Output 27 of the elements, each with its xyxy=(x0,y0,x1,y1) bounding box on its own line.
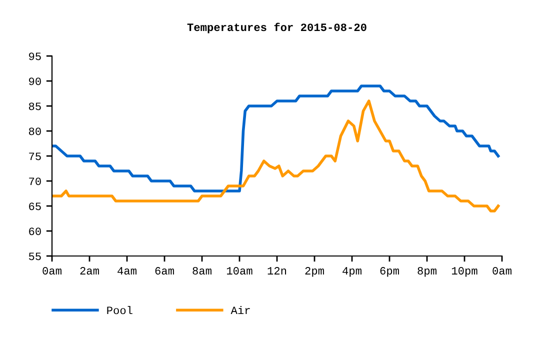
line-series xyxy=(52,100,500,212)
y-tick-label: 55 xyxy=(28,252,41,260)
x-tick-label: 6am xyxy=(155,267,174,275)
legend-label: Air xyxy=(230,306,250,314)
y-tick-label: 95 xyxy=(29,52,41,60)
x-tick-label: 4am xyxy=(118,267,136,275)
x-tick-label: 4pm xyxy=(342,267,362,277)
legend-label: Pool xyxy=(107,306,132,314)
y-tick-label: 70 xyxy=(29,178,41,186)
y-tick-label: 65 xyxy=(29,202,41,210)
x-tick-label: 0am xyxy=(42,267,62,275)
x-tick-label: 2pm xyxy=(305,267,324,277)
y-tick-label: 90 xyxy=(29,78,41,86)
x-tick-label: 8am xyxy=(192,267,212,275)
x-tick-label: 10pm xyxy=(452,267,478,277)
chart-title: Temperatures for 2015-08-20 xyxy=(187,22,366,34)
y-tick-label: 75 xyxy=(29,152,41,160)
x-tick-label: 10am xyxy=(226,267,252,275)
x-tick-label: 12n xyxy=(268,267,286,274)
y-tick-label: 80 xyxy=(28,128,41,136)
x-tick-label: 2am xyxy=(80,267,99,275)
line-series xyxy=(52,84,500,192)
y-tick-label: 60 xyxy=(29,228,41,236)
y-tick-label: 85 xyxy=(28,102,41,110)
x-tick-label: 8pm xyxy=(418,267,436,277)
x-tick-label: 6pm xyxy=(380,267,399,277)
x-tick-label: 0am xyxy=(492,267,512,275)
